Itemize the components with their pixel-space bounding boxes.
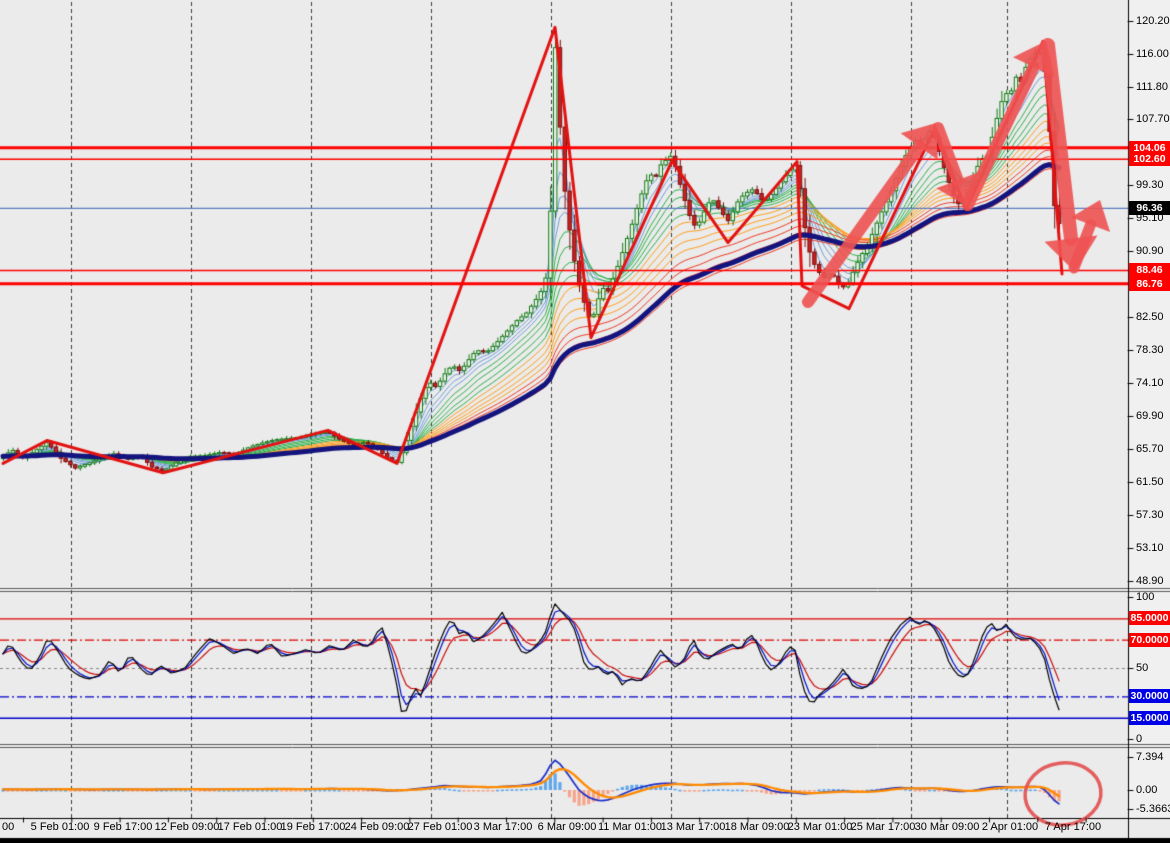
time-axis-label: 7 Apr 17:00: [1044, 821, 1102, 833]
macd-axis-label: -5.3663: [1136, 803, 1170, 815]
time-axis-label: 3 Mar 17:00: [473, 821, 533, 833]
time-axis-label: 6 Mar 09:00: [537, 821, 597, 833]
price-axis-label: 107.70: [1136, 113, 1170, 126]
time-axis-label: 12 Feb 09:00: [154, 821, 220, 833]
price-axis-label: 48.90: [1136, 575, 1164, 588]
price-axis-label: 78.30: [1136, 344, 1164, 357]
time-axis-label: 9 Feb 17:00: [93, 821, 153, 833]
oscillator-level-tag: 30.0000: [1129, 689, 1170, 704]
price-tag: 102.60: [1129, 152, 1170, 167]
time-axis-label: 00: [2, 821, 15, 833]
price-axis-label: 61.50: [1136, 476, 1164, 489]
oscillator-axis-label: 50: [1136, 662, 1149, 674]
time-axis-label: 23 Mar 01:00: [787, 821, 853, 833]
price-axis-label: 99.30: [1136, 179, 1164, 192]
price-axis-label: 111.80: [1136, 80, 1169, 93]
oscillator-axis-label: 100: [1136, 591, 1155, 603]
macd-axis-label: 7.394: [1136, 751, 1164, 763]
time-axis-label: 25 Mar 17:00: [850, 821, 916, 833]
price-axis-label: 90.90: [1136, 245, 1164, 258]
time-axis-label: 2 Apr 01:00: [981, 821, 1039, 833]
price-axis-label: 57.30: [1136, 509, 1164, 522]
macd-axis-label: 0.00: [1136, 784, 1158, 796]
price-axis-label: 116.00: [1136, 47, 1169, 60]
time-axis-label: 19 Feb 17:00: [280, 821, 346, 833]
time-axis-label: 5 Feb 01:00: [30, 821, 90, 833]
price-axis-label: 65.70: [1136, 443, 1164, 456]
oscillator-level-tag: 15.0000: [1129, 710, 1170, 725]
price-tag: 86.76: [1129, 276, 1170, 291]
price-axis-label: 120.20: [1136, 15, 1170, 27]
time-axis-label: 13 Mar 17:00: [660, 821, 726, 833]
time-axis-label: 18 Mar 09:00: [724, 821, 790, 833]
price-axis-label: 82.50: [1136, 311, 1164, 324]
time-axis-label: 17 Feb 01:00: [217, 821, 283, 833]
oscillator-axis-label: 0: [1136, 733, 1143, 745]
price-tag: 104.06: [1129, 140, 1170, 155]
price-axis-label: 53.10: [1136, 542, 1164, 555]
price-tag: 88.46: [1129, 263, 1170, 278]
oscillator-level-tag: 70.0000: [1129, 632, 1170, 647]
price-axis-label: 69.90: [1136, 410, 1164, 423]
price-tag: 96.36: [1129, 201, 1170, 216]
time-axis-label: 24 Feb 09:00: [344, 821, 410, 833]
price-axis-label: 74.10: [1136, 377, 1164, 390]
time-axis-label: 27 Feb 01:00: [407, 821, 473, 833]
oscillator-level-tag: 85.0000: [1129, 611, 1170, 626]
time-axis-label: 30 Mar 09:00: [914, 821, 980, 833]
time-axis-label: 11 Mar 01:00: [597, 821, 663, 833]
